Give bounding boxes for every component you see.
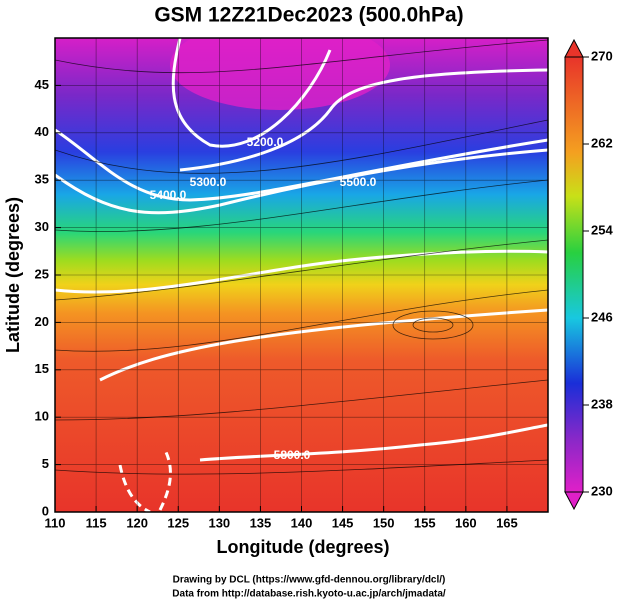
x-tick-label: 150 xyxy=(373,515,395,530)
x-tick-label: 165 xyxy=(496,515,518,530)
credit: Drawing by DCL (https://www.gfd-dennou.o… xyxy=(173,575,446,586)
x-tick-label: 120 xyxy=(126,515,148,530)
y-tick-label: 30 xyxy=(35,219,49,234)
colorbar xyxy=(564,56,584,493)
axes: 110 115 120 125 130 135 140 145 150 155 160 165 0 5 10… xyxy=(35,48,614,530)
y-tick-label: 25 xyxy=(35,266,49,281)
x-tick-label: 115 xyxy=(86,515,107,530)
contour xyxy=(55,148,548,215)
contour-label: 5800.0 xyxy=(274,448,311,462)
contour xyxy=(118,449,172,512)
streamlines xyxy=(55,39,548,475)
colorbar-tick-label: 270 xyxy=(591,48,613,63)
x-tick-label: 160 xyxy=(455,515,477,530)
y-tick-label: 15 xyxy=(35,361,49,376)
colorbar-tick-label: 230 xyxy=(591,483,613,498)
contour xyxy=(199,423,548,462)
contour xyxy=(179,68,548,172)
y-tick-label: 10 xyxy=(35,409,49,424)
colorbar-tick-label: 246 xyxy=(591,309,613,324)
cold-core xyxy=(170,38,390,110)
title: GSM 12Z21Dec2023 (500.0hPa) xyxy=(154,4,463,27)
x-axis-label: Longitude (degrees) xyxy=(216,537,389,557)
colorbar-max-arrow xyxy=(564,38,584,58)
y-axis-label: Latitude (degrees) xyxy=(3,197,23,353)
contour xyxy=(55,128,548,202)
y-tick-label: 0 xyxy=(42,503,49,518)
x-tick-label: 125 xyxy=(167,515,189,530)
colorbar-tick-label: 254 xyxy=(591,222,613,237)
x-tick-label: 145 xyxy=(332,515,354,530)
credit: Data from http://database.rish.kyoto-u.a… xyxy=(172,589,446,600)
contour-label: 5200.0 xyxy=(247,135,284,149)
contour-label: 5500.0 xyxy=(340,175,377,189)
colorbar-tick-label: 238 xyxy=(591,396,613,411)
y-tick-label: 45 xyxy=(35,77,49,92)
contour xyxy=(171,38,332,148)
y-tick-label: 35 xyxy=(35,172,49,187)
field xyxy=(55,38,548,512)
y-tick-label: 40 xyxy=(35,124,49,139)
x-tick-label: 135 xyxy=(250,515,272,530)
contour-label: 5400.0 xyxy=(150,188,187,202)
grid xyxy=(55,38,548,512)
colorbar-min-arrow xyxy=(564,491,584,511)
contour xyxy=(55,249,548,294)
x-tick-label: 110 xyxy=(45,515,66,530)
y-tick-label: 5 xyxy=(42,456,49,471)
x-tick-label: 130 xyxy=(208,515,230,530)
x-tick-label: 155 xyxy=(414,515,436,530)
x-tick-label: 140 xyxy=(291,515,313,530)
colorbar-tick-label: 262 xyxy=(591,135,613,150)
y-tick-label: 20 xyxy=(35,314,49,329)
contour-label: 5300.0 xyxy=(190,175,227,189)
